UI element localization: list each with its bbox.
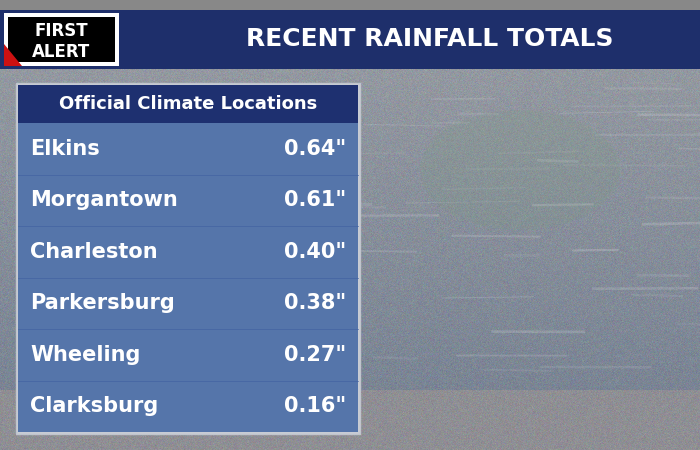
Text: Elkins: Elkins	[30, 139, 99, 159]
Text: 0.64": 0.64"	[284, 139, 346, 159]
Text: Official Climate Locations: Official Climate Locations	[59, 95, 317, 113]
Ellipse shape	[420, 110, 620, 230]
Polygon shape	[4, 44, 22, 66]
Text: 0.27": 0.27"	[284, 345, 346, 365]
Text: Morgantown: Morgantown	[30, 190, 178, 210]
Bar	[8, 17, 115, 62]
Text: 0.61": 0.61"	[284, 190, 346, 210]
Text: Parkersburg: Parkersburg	[30, 293, 175, 313]
Bar	[18, 85, 358, 123]
Text: 0.38": 0.38"	[284, 293, 346, 313]
Text: 0.16": 0.16"	[284, 396, 346, 416]
Text: FIRST: FIRST	[35, 22, 88, 40]
Text: Charleston: Charleston	[30, 242, 158, 262]
Bar	[18, 85, 358, 432]
Bar	[4, 13, 119, 66]
Text: RECENT RAINFALL TOTALS: RECENT RAINFALL TOTALS	[246, 27, 614, 51]
Text: Wheeling: Wheeling	[30, 345, 141, 365]
Text: ALERT: ALERT	[32, 44, 90, 62]
Bar	[0, 0, 700, 10]
Bar	[0, 10, 700, 69]
Text: 0.40": 0.40"	[284, 242, 346, 262]
Circle shape	[0, 22, 24, 58]
Bar	[16, 83, 360, 434]
Text: Clarksburg: Clarksburg	[30, 396, 158, 416]
